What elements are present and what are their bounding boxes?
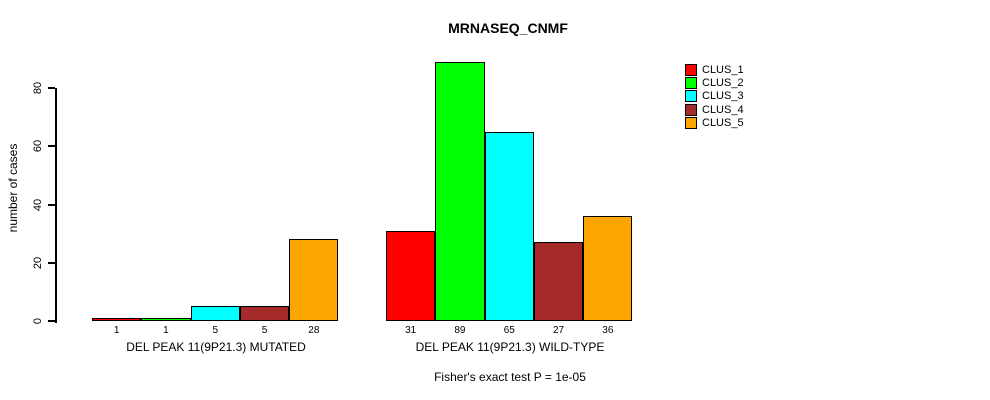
group-label-mutated: DEL PEAK 11(9P21.3) MUTATED (126, 340, 306, 354)
bar-value-label: 65 (503, 325, 515, 336)
y-tick (48, 320, 55, 322)
bar-clus_5-group1 (289, 239, 339, 321)
y-tick-label: 20 (32, 256, 44, 269)
bar-value-label: 5 (212, 325, 219, 336)
y-tick-label: 60 (32, 140, 44, 153)
y-tick-label: 0 (32, 317, 44, 325)
y-tick-label: 40 (32, 198, 44, 211)
bar-value-label: 1 (163, 325, 169, 336)
legend-item-clus-3: CLUS_3 (685, 90, 744, 103)
bar-clus_1-group2 (386, 230, 436, 321)
legend-item-clus-1: CLUS_1 (685, 63, 744, 76)
bar-clus_4-group2 (533, 242, 584, 321)
bar-value-label: 5 (261, 325, 268, 336)
legend-label-clus-5: CLUS_5 (702, 116, 744, 129)
legend-label-clus-1: CLUS_1 (702, 63, 744, 76)
legend-swatch-clus-2 (685, 76, 697, 89)
bar-value-label: 89 (454, 325, 466, 336)
bar-value-label: 27 (552, 325, 565, 336)
legend-label-clus-4: CLUS_4 (702, 103, 744, 116)
y-tick (48, 145, 55, 148)
y-tick-label: 80 (32, 81, 44, 95)
bar-value-label: 1 (113, 325, 120, 336)
legend-item-clus-4: CLUS_4 (685, 103, 744, 116)
bar-clus_2-group2 (435, 61, 485, 321)
y-tick (48, 203, 55, 206)
legend-item-clus-2: CLUS_2 (685, 76, 744, 89)
legend-swatch-clus-1 (685, 63, 697, 76)
y-tick (48, 87, 55, 89)
legend-swatch-clus-4 (685, 103, 697, 116)
bar-clus_5-group2 (583, 216, 633, 321)
y-axis-label: number of cases (6, 143, 20, 233)
legend-swatch-clus-3 (685, 90, 697, 103)
bar-clus_3-group2 (484, 131, 534, 321)
fisher-test-note: Fisher's exact test P = 1e-05 (434, 370, 586, 384)
group-label-wildtype: DEL PEAK 11(9P21.3) WILD-TYPE (415, 340, 605, 354)
legend-label-clus-2: CLUS_2 (702, 76, 744, 89)
y-tick (48, 261, 55, 264)
chart-title: MRNASEQ_CNMF (448, 20, 568, 36)
bar-clus_2-group1 (141, 318, 191, 321)
y-axis-line (55, 88, 57, 323)
legend-label-clus-3: CLUS_3 (702, 90, 744, 103)
legend: CLUS_1 CLUS_2 CLUS_3 CLUS_4 CLUS_5 (685, 63, 744, 129)
bar-clus_4-group1 (239, 306, 290, 321)
bar-clus_3-group1 (190, 306, 240, 321)
bar-clus_1-group1 (92, 318, 142, 321)
legend-swatch-clus-5 (685, 116, 697, 129)
bar-value-label: 36 (602, 325, 614, 336)
bar-value-label: 28 (308, 325, 320, 336)
legend-item-clus-5: CLUS_5 (685, 116, 744, 129)
bar-value-label: 31 (405, 325, 417, 336)
